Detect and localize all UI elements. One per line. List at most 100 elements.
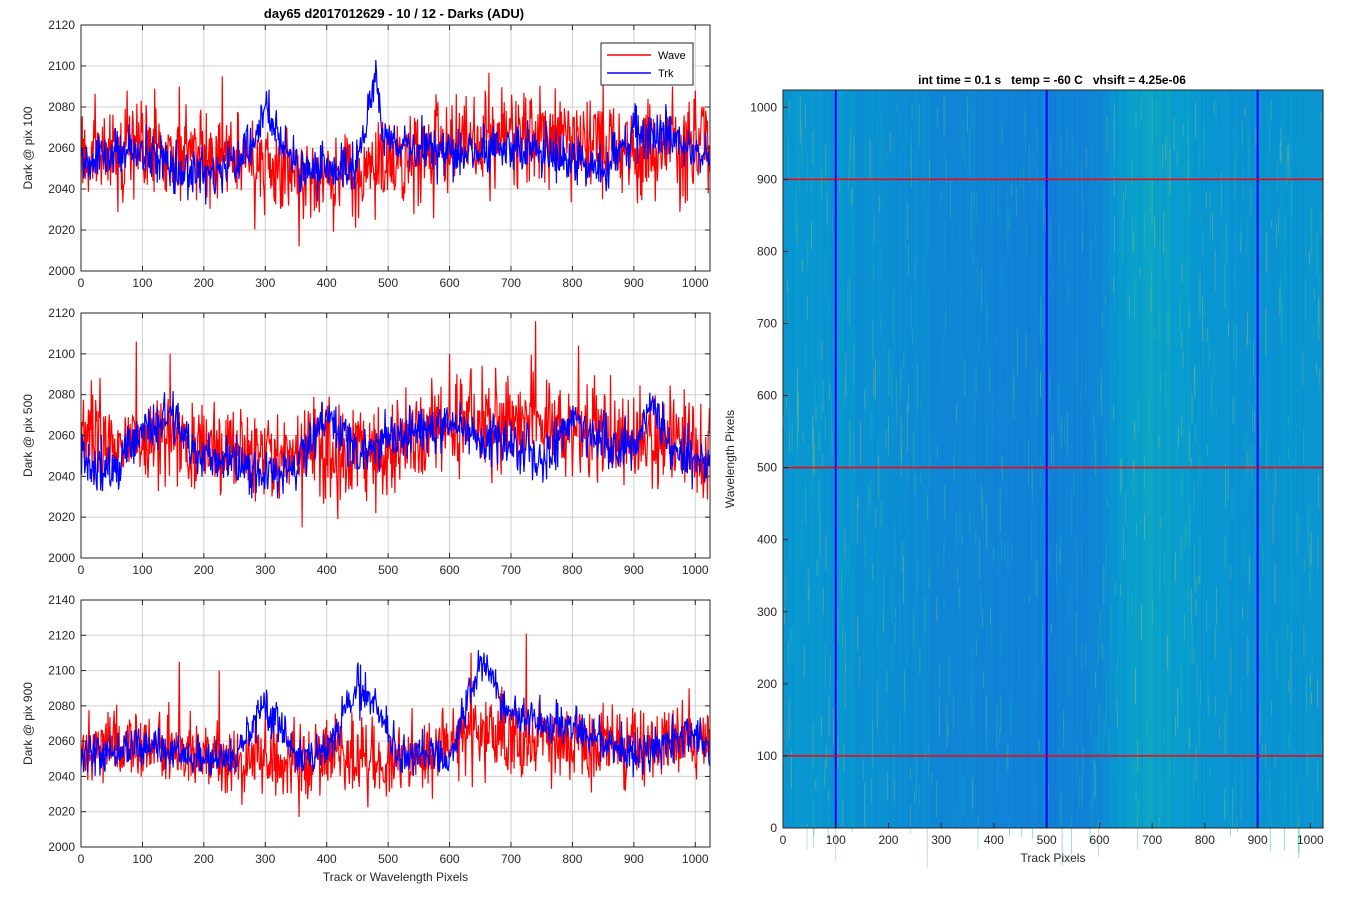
- y-tick-label: 2140: [48, 593, 75, 607]
- y-tick-label: 200: [757, 677, 777, 691]
- y-tick-label: 800: [757, 244, 777, 258]
- x-tick-label: 100: [826, 833, 846, 847]
- series-line-trk: [81, 650, 710, 778]
- x-tick-label: 600: [440, 852, 460, 866]
- y-tick-label: 2000: [48, 264, 75, 278]
- x-tick-label: 400: [317, 852, 337, 866]
- legend-label-trk: Trk: [658, 68, 674, 80]
- x-tick-label: 400: [317, 563, 337, 577]
- y-axis-label: Dark @ pix 500: [21, 394, 35, 477]
- y-tick-label: 2040: [48, 469, 75, 483]
- x-tick-label: 500: [378, 276, 398, 290]
- y-tick-label: 2000: [48, 840, 75, 854]
- axes-frame: [80, 599, 711, 848]
- x-tick-label: 800: [1195, 833, 1215, 847]
- y-tick-label: 2020: [48, 805, 75, 819]
- x-tick-label: 400: [317, 276, 337, 290]
- figure-title: day65 d2017012629 - 10 / 12 - Darks (ADU…: [264, 6, 524, 21]
- y-tick-label: 400: [757, 533, 777, 547]
- x-tick-label: 200: [878, 833, 898, 847]
- x-tick-label: 400: [984, 833, 1004, 847]
- y-tick-label: 2040: [48, 769, 75, 783]
- y-axis-label: Wavelength Pixels: [723, 410, 737, 508]
- y-tick-label: 2020: [48, 510, 75, 524]
- series-line-trk: [81, 59, 710, 205]
- x-tick-label: 900: [1248, 833, 1268, 847]
- x-tick-label: 500: [378, 563, 398, 577]
- x-tick-label: 600: [440, 276, 460, 290]
- x-tick-label: 700: [501, 563, 521, 577]
- y-tick-label: 2080: [48, 100, 75, 114]
- heatmap-title: int time = 0.1 s temp = -60 C vhsift = 4…: [918, 73, 1186, 87]
- x-tick-label: 300: [931, 833, 951, 847]
- x-tick-label: 0: [78, 563, 85, 577]
- x-tick-label: 700: [501, 276, 521, 290]
- series-line-wave: [81, 321, 710, 528]
- y-tick-label: 700: [757, 317, 777, 331]
- x-tick-label: 200: [194, 563, 214, 577]
- heatmap-image: [782, 90, 1324, 868]
- x-tick-label: 0: [78, 276, 85, 290]
- y-tick-label: 2120: [48, 306, 75, 320]
- x-tick-label: 600: [440, 563, 460, 577]
- y-tick-label: 300: [757, 605, 777, 619]
- y-tick-label: 900: [757, 172, 777, 186]
- x-tick-label: 200: [194, 276, 214, 290]
- y-tick-label: 600: [757, 389, 777, 403]
- x-tick-label: 1000: [682, 563, 709, 577]
- x-tick-label: 1000: [682, 276, 709, 290]
- y-tick-label: 1000: [750, 100, 777, 114]
- y-tick-label: 0: [770, 821, 777, 835]
- x-tick-label: 500: [1037, 833, 1057, 847]
- y-tick-label: 2060: [48, 734, 75, 748]
- x-tick-label: 300: [255, 852, 275, 866]
- x-tick-label: 300: [255, 563, 275, 577]
- y-tick-label: 2060: [48, 429, 75, 443]
- x-axis-label: Track or Wavelength Pixels: [323, 870, 468, 884]
- y-tick-label: 2000: [48, 551, 75, 565]
- panel-dark-image: 0 100 200 300 400 500 600 700 800 900 1000 0 100 200 3…: [723, 89, 1324, 868]
- axes-frame: [782, 89, 1324, 829]
- panel-dark-pix-500: 0 100 200 300 400 500 600 700 800 900 1000 2000 2020…: [21, 306, 711, 577]
- x-tick-label: 100: [132, 276, 152, 290]
- x-tick-label: 100: [132, 563, 152, 577]
- x-tick-label: 800: [562, 852, 582, 866]
- x-tick-label: 900: [624, 852, 644, 866]
- y-axis-label: Dark @ pix 100: [21, 106, 35, 189]
- x-tick-label: 1000: [682, 852, 709, 866]
- y-tick-label: 2100: [48, 347, 75, 361]
- x-tick-label: 200: [194, 852, 214, 866]
- y-tick-label: 2120: [48, 18, 75, 32]
- x-tick-label: 700: [1142, 833, 1162, 847]
- x-tick-label: 1000: [1297, 833, 1324, 847]
- legend-label-wave: Wave: [658, 50, 686, 62]
- x-tick-label: 900: [624, 276, 644, 290]
- panel-dark-pix-100: 0 100 200 300 400 500 600 700 800 900 1000 2000 2020…: [21, 18, 711, 290]
- series-line-trk: [81, 390, 710, 499]
- legend-box: [600, 42, 694, 86]
- y-tick-label: 2060: [48, 141, 75, 155]
- x-tick-label: 300: [255, 276, 275, 290]
- y-tick-label: 2120: [48, 628, 75, 642]
- series-line-wave: [81, 72, 710, 247]
- y-tick-label: 2100: [48, 664, 75, 678]
- x-tick-label: 100: [132, 852, 152, 866]
- y-tick-label: 2020: [48, 223, 75, 237]
- x-axis-label: Track Pixels: [1021, 851, 1086, 865]
- x-tick-label: 800: [562, 563, 582, 577]
- x-tick-label: 900: [624, 563, 644, 577]
- x-tick-label: 500: [378, 852, 398, 866]
- panel-dark-pix-900: 0 100 200 300 400 500 600 700 800 900 1000 2000 2020…: [21, 593, 711, 884]
- x-tick-label: 600: [1089, 833, 1109, 847]
- x-tick-label: 0: [78, 852, 85, 866]
- x-tick-label: 700: [501, 852, 521, 866]
- x-tick-label: 800: [562, 276, 582, 290]
- y-tick-label: 500: [757, 461, 777, 475]
- y-tick-label: 2080: [48, 699, 75, 713]
- y-tick-label: 100: [757, 749, 777, 763]
- y-axis-label: Dark @ pix 900: [21, 682, 35, 765]
- y-tick-label: 2100: [48, 59, 75, 73]
- x-tick-label: 0: [780, 833, 787, 847]
- plot-area: [81, 600, 710, 847]
